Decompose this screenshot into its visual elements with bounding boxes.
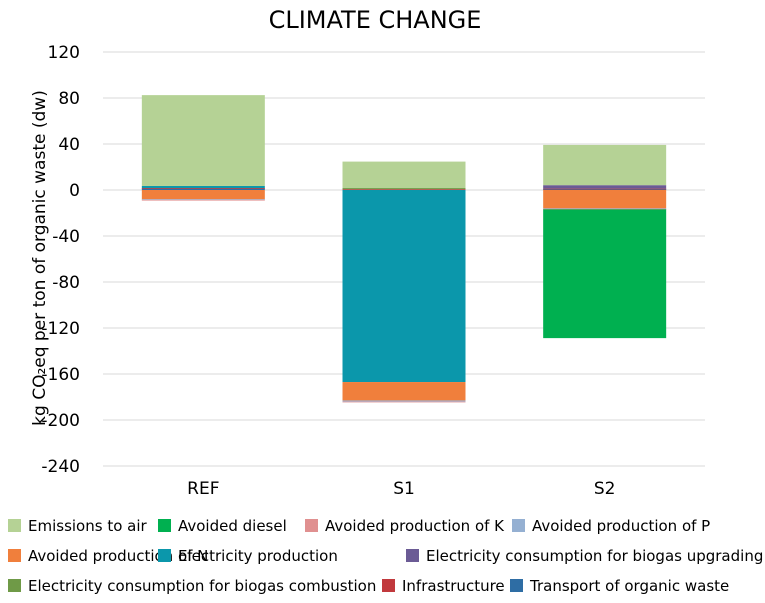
- y-tick-label: -200: [41, 411, 80, 431]
- legend-swatch: [8, 549, 21, 562]
- legend-swatch: [382, 579, 395, 592]
- bar-segment-s1-electricity-consumption-for-biogas-combustion: [342, 188, 466, 190]
- y-tick-label: -160: [41, 365, 80, 385]
- bar-segment-ref-infrastructure: [141, 188, 265, 189]
- bar-segment-s1-avoided-production-of-p: [342, 400, 466, 402]
- bar-segment-s1-electricity-production: [342, 190, 466, 383]
- x-axis-categories: REF S1 S2: [187, 479, 615, 499]
- y-tick-label: -40: [52, 227, 80, 247]
- legend-label: Avoided production of P: [532, 517, 710, 535]
- bar-segment-ref-emissions-to-air: [141, 95, 265, 186]
- legend-swatch: [8, 579, 21, 592]
- x-category-label: REF: [187, 479, 219, 499]
- y-axis-label: kg CO₂eq per ton of organic waste (dw): [30, 90, 50, 426]
- chart-title: CLIMATE CHANGE: [269, 6, 482, 34]
- legend-item: Electricity consumption for biogas combu…: [8, 577, 376, 595]
- y-tick-label: 40: [58, 135, 80, 155]
- legend-item: Avoided production of P: [512, 517, 710, 535]
- bar-segment-ref-avoided-production-of-p: [141, 199, 265, 200]
- y-tick-label: -240: [41, 457, 80, 477]
- bar-segment-s2-avoided-production-of-n: [543, 190, 667, 209]
- bar-segment-s2-transport-of-organic-waste: [543, 188, 667, 190]
- bar-segment-s2-avoided-production-of-p: [543, 208, 667, 210]
- legend-swatch: [406, 549, 419, 562]
- legend-swatch: [8, 519, 21, 532]
- legend-label: Transport of organic waste: [529, 577, 729, 595]
- bar-segment-ref-electricity-production: [141, 185, 265, 189]
- bar-segment-ref-avoided-production-of-k: [141, 199, 265, 201]
- legend-label: Avoided production of K: [325, 517, 505, 535]
- legend-item: Electricity production: [158, 547, 338, 565]
- legend-label: Avoided diesel: [178, 517, 287, 535]
- x-category-label: S2: [594, 479, 616, 499]
- legend-item: Electricity consumption for biogas upgra…: [406, 547, 763, 565]
- legend-item: Avoided diesel: [158, 517, 287, 535]
- y-tick-label: 0: [69, 181, 80, 201]
- legend-item: Avoided production of K: [305, 517, 505, 535]
- legend-swatch: [512, 519, 525, 532]
- bar-segment-s2-avoided-diesel: [543, 209, 667, 339]
- legend-item: Emissions to air: [8, 517, 148, 535]
- bar-segment-ref-avoided-production-of-n: [141, 190, 265, 200]
- bar-segment-ref-transport-of-organic-waste: [141, 188, 265, 190]
- legend-item: Infrastructure: [382, 577, 505, 595]
- bar-segment-s2-electricity-consumption-for-biogas-upgrading: [543, 185, 667, 189]
- stacked-bars: [141, 95, 667, 403]
- legend-label: Emissions to air: [28, 517, 148, 535]
- legend: Emissions to air Avoided diesel Avoided pr…: [8, 517, 763, 595]
- y-tick-label: -80: [52, 273, 80, 293]
- y-axis-ticks: 120 80 40 0 -40 -80 -120 -160 -200 -240: [41, 43, 80, 477]
- y-tick-label: 80: [58, 89, 80, 109]
- legend-item: Transport of organic waste: [510, 577, 729, 595]
- legend-swatch: [305, 519, 318, 532]
- x-category-label: S1: [393, 479, 415, 499]
- legend-swatch: [158, 519, 171, 532]
- legend-swatch: [510, 579, 523, 592]
- legend-swatch: [158, 549, 171, 562]
- legend-label: Electricity consumption for biogas upgra…: [426, 547, 763, 565]
- bar-segment-s1-avoided-production-of-k: [342, 401, 466, 403]
- bar-segment-s2-infrastructure: [543, 188, 667, 190]
- bar-segment-s1-emissions-to-air: [342, 161, 466, 189]
- legend-label: Electricity consumption for biogas combu…: [28, 577, 376, 595]
- y-tick-label: 120: [48, 43, 80, 63]
- bar-segment-s1-avoided-production-of-n: [342, 382, 466, 401]
- bar-segment-s2-emissions-to-air: [543, 144, 667, 186]
- bar-segment-s1-infrastructure: [342, 189, 466, 190]
- legend-label: Electricity production: [178, 547, 338, 565]
- legend-label: Infrastructure: [402, 577, 505, 595]
- y-tick-label: -120: [41, 319, 80, 339]
